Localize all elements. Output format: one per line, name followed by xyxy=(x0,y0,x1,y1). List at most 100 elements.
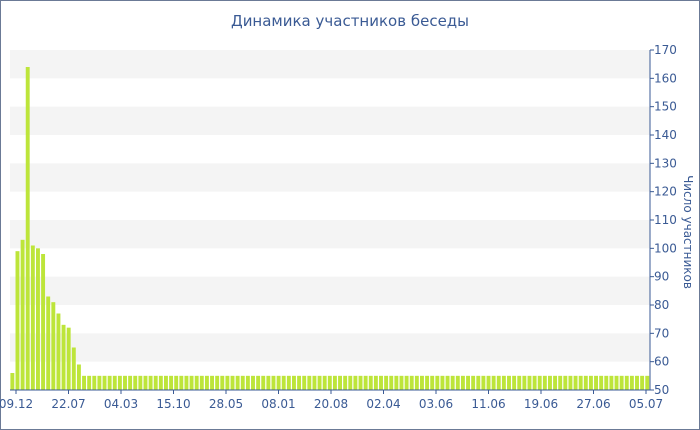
bar xyxy=(76,364,81,390)
bar xyxy=(420,375,424,390)
bar xyxy=(276,375,281,390)
bar xyxy=(148,375,153,390)
bar xyxy=(583,375,588,390)
x-tick-label: 27.06 xyxy=(576,397,610,411)
bar xyxy=(15,251,20,390)
y-tick-label: 50 xyxy=(654,383,669,397)
bar xyxy=(36,248,40,390)
bar xyxy=(107,375,112,390)
bar xyxy=(599,375,604,390)
x-tick-label: 09.12 xyxy=(0,397,33,411)
grid-band xyxy=(10,333,650,362)
bar xyxy=(128,375,133,390)
bar xyxy=(466,375,470,390)
bar xyxy=(251,375,255,390)
bar xyxy=(491,375,496,390)
x-tick-label: 11.06 xyxy=(471,397,505,411)
bar xyxy=(240,375,245,390)
bar xyxy=(297,375,302,390)
bar xyxy=(430,375,435,390)
bar xyxy=(517,375,522,390)
bar xyxy=(71,347,76,390)
bar xyxy=(394,375,399,390)
bar xyxy=(425,375,430,390)
bar xyxy=(348,375,353,390)
bar xyxy=(256,375,261,390)
y-tick-label: 60 xyxy=(654,355,669,369)
bar xyxy=(215,375,220,390)
grid-band xyxy=(10,220,650,249)
bar xyxy=(92,375,97,390)
bar xyxy=(368,375,373,390)
bar xyxy=(568,375,573,390)
x-tick-label: 08.01 xyxy=(261,397,295,411)
bar xyxy=(404,375,409,390)
bar xyxy=(358,375,363,390)
bar xyxy=(440,375,445,390)
y-tick-label: 80 xyxy=(654,298,669,312)
x-tick-label: 04.03 xyxy=(104,397,138,411)
bar xyxy=(609,375,614,390)
bar xyxy=(51,302,56,390)
bar xyxy=(158,375,163,390)
bar xyxy=(25,67,30,390)
y-tick-label: 100 xyxy=(654,241,677,255)
bar xyxy=(594,375,598,390)
grid-band xyxy=(10,276,650,305)
bar xyxy=(640,375,645,390)
bar xyxy=(225,375,230,390)
bar xyxy=(501,375,506,390)
bar xyxy=(220,375,225,390)
bar xyxy=(450,375,455,390)
bar xyxy=(548,375,552,390)
bar xyxy=(169,375,174,390)
bar xyxy=(20,239,25,390)
bar xyxy=(373,375,378,390)
bar xyxy=(379,375,383,390)
y-tick-label: 110 xyxy=(654,213,677,227)
bar xyxy=(235,375,240,390)
bar xyxy=(327,375,332,390)
bar xyxy=(614,375,619,390)
chart-title: Динамика участников беседы xyxy=(230,12,470,30)
bar xyxy=(588,375,593,390)
bar xyxy=(471,375,476,390)
bar xyxy=(645,375,650,390)
bar xyxy=(624,375,629,390)
bar xyxy=(281,375,286,390)
bar xyxy=(343,375,348,390)
grid-band xyxy=(10,50,650,79)
bar xyxy=(66,327,71,390)
x-tick-label: 28.05 xyxy=(209,397,243,411)
bar xyxy=(573,375,578,390)
bar xyxy=(532,375,537,390)
bar xyxy=(164,375,168,390)
bar xyxy=(102,375,107,390)
bar xyxy=(133,375,138,390)
y-tick-label: 150 xyxy=(654,100,677,114)
bar xyxy=(245,375,250,390)
bar xyxy=(174,375,179,390)
bar xyxy=(82,375,86,390)
bar xyxy=(496,375,501,390)
bar xyxy=(338,375,342,390)
bar xyxy=(537,375,542,390)
bar xyxy=(507,375,511,390)
bar xyxy=(10,373,15,390)
bar xyxy=(153,375,158,390)
bar xyxy=(604,375,609,390)
x-tick-label: 22.07 xyxy=(51,397,85,411)
bar xyxy=(542,375,547,390)
bar xyxy=(61,324,66,390)
y-axis-label: Число участников xyxy=(681,175,695,289)
bar xyxy=(302,375,307,390)
x-axis: 09.12 22.07 04.03 15.10 28.05 08.01 20.08 02.04… xyxy=(0,389,663,411)
y-tick-label: 160 xyxy=(654,71,677,85)
y-tick-label: 170 xyxy=(654,43,677,57)
bar xyxy=(414,375,419,390)
bar xyxy=(41,254,46,390)
bar xyxy=(558,375,563,390)
x-tick-label: 15.10 xyxy=(156,397,190,411)
bar xyxy=(522,375,527,390)
bar xyxy=(322,375,327,390)
